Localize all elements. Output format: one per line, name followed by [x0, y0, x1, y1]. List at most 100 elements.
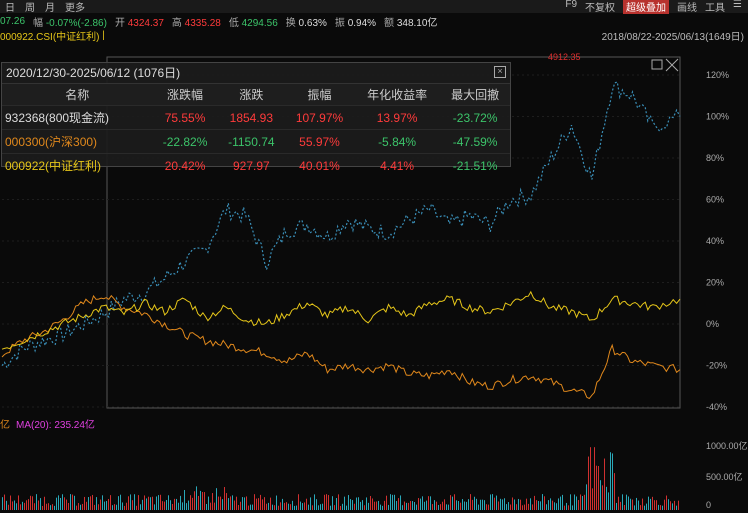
row-amp: 107.97%	[285, 105, 354, 130]
volume-bar	[280, 502, 281, 510]
row-chg: 927.97	[217, 153, 286, 177]
volume-bar	[444, 499, 445, 510]
volume-bar	[230, 496, 231, 510]
volume-bar	[88, 497, 89, 510]
volume-bar	[624, 505, 625, 510]
volume-bar	[406, 502, 407, 510]
volume-bar	[446, 504, 447, 510]
volume-bar	[154, 504, 155, 510]
volume-bar	[658, 504, 659, 510]
volume-bar	[628, 496, 629, 510]
y-tick-label: 120%	[706, 70, 729, 80]
volume-bar	[252, 504, 253, 510]
fuquan-button[interactable]: 不复权	[585, 3, 616, 14]
volume-bar	[16, 503, 17, 510]
volume-bar	[64, 497, 65, 510]
tab-more[interactable]: 更多	[65, 3, 85, 14]
y-tick-label: 40%	[706, 236, 724, 246]
volume-bar	[488, 504, 489, 510]
tab-day[interactable]: 日	[5, 3, 15, 14]
volume-bar	[130, 494, 131, 510]
tools-button[interactable]: 工具	[705, 3, 726, 14]
volume-bar	[676, 505, 677, 510]
volume-bar	[526, 498, 527, 510]
menu-icon[interactable]: ☰	[733, 0, 742, 10]
row-amp: 55.97%	[285, 129, 354, 154]
volume-bar	[36, 494, 37, 510]
draw-button[interactable]: 画线	[677, 3, 698, 14]
volume-bar	[468, 499, 469, 510]
volume-bar	[10, 495, 11, 510]
volume-bar	[28, 499, 29, 510]
volume-bar	[500, 498, 501, 510]
volume-bar	[222, 499, 223, 510]
volume-bar	[452, 496, 453, 510]
volume-bar	[198, 495, 199, 510]
volume-bar	[348, 495, 349, 510]
close-chart-icon[interactable]	[665, 58, 679, 72]
tab-week[interactable]: 周	[25, 3, 35, 14]
volume-bar	[438, 504, 439, 510]
table-row[interactable]: 932368(800现金流) 75.55% 1854.93 107.97% 13…	[2, 105, 510, 130]
table-row[interactable]: 000300(沪深300) -22.82% -1150.74 55.97% -5…	[2, 129, 510, 154]
volume-bar	[244, 497, 245, 510]
volume-bar	[524, 504, 525, 510]
volume-bar	[124, 505, 125, 510]
volume-bar	[274, 505, 275, 510]
volume-bar	[92, 494, 93, 510]
col-mdd: 最大回撤	[440, 84, 510, 106]
volume-bar	[440, 504, 441, 510]
volume-bar	[380, 504, 381, 510]
volume-bar	[328, 495, 329, 510]
volume-tick-label: 500.00亿	[706, 471, 743, 482]
stats-close-icon[interactable]: ×	[494, 66, 506, 78]
restore-icon[interactable]	[651, 59, 663, 70]
volume-bar	[118, 496, 119, 510]
col-chg: 涨跌	[217, 84, 286, 106]
volume-bar	[620, 501, 621, 510]
turnover-value: 0.63%	[298, 17, 327, 29]
volume-bar	[46, 503, 47, 510]
volume-bar	[180, 495, 181, 510]
last-price: 07.26	[0, 15, 26, 27]
volume-bar	[8, 504, 9, 510]
volume-bar	[400, 495, 401, 510]
volume-bar	[80, 504, 81, 510]
volume-bar	[20, 504, 21, 510]
volume-bar	[582, 496, 583, 510]
volume-bar	[528, 503, 529, 510]
volume-bar	[610, 452, 611, 510]
amplitude-label: 振	[334, 17, 345, 29]
f9-button[interactable]: F9	[565, 0, 578, 10]
volume-bar	[578, 500, 579, 510]
row-pct: 20.42%	[152, 153, 218, 177]
volume-bar	[540, 501, 541, 510]
high-value: 4335.28	[184, 17, 221, 29]
volume-bar	[608, 492, 609, 510]
volume-bar	[394, 494, 395, 510]
volume-bar	[206, 503, 207, 510]
volume-bar	[522, 505, 523, 510]
volume-bar	[176, 498, 177, 510]
volume-bar	[156, 496, 157, 510]
volume-bar	[426, 500, 427, 510]
volume-bar	[58, 495, 59, 510]
table-row[interactable]: 000922(中证红利) 20.42% 927.97 40.01% 4.41% …	[2, 153, 510, 177]
main-series-label[interactable]: 000922.CSI(中证红利)	[0, 32, 100, 43]
volume-bar	[496, 495, 497, 510]
volume-bar	[490, 494, 491, 510]
volume-bar	[386, 495, 387, 510]
tab-month[interactable]: 月	[45, 3, 55, 14]
volume-bar	[424, 501, 425, 510]
volume-header: 亿 MA(20): 235.24亿	[0, 417, 748, 431]
overlay-button[interactable]: 超级叠加	[623, 0, 670, 14]
volume-bar	[534, 495, 535, 510]
volume-bar	[518, 498, 519, 510]
volume-bar	[288, 503, 289, 510]
volume-bar	[398, 498, 399, 510]
volume-bar	[382, 505, 383, 510]
volume-bar	[482, 499, 483, 510]
volume-bar	[408, 502, 409, 510]
row-chg: 1854.93	[217, 105, 286, 130]
volume-bar	[240, 501, 241, 510]
